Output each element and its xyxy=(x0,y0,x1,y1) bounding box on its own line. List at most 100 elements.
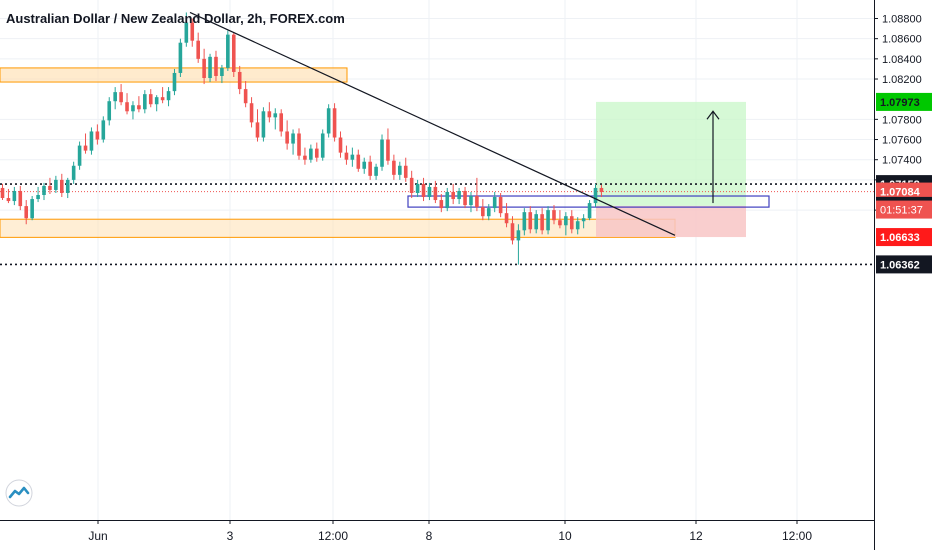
drawings xyxy=(189,11,720,236)
candle-body xyxy=(226,34,230,68)
candle-body xyxy=(498,197,503,214)
candle-body xyxy=(427,186,432,198)
candle-body xyxy=(285,131,289,144)
candle-body xyxy=(350,154,355,160)
candle-body xyxy=(445,191,450,209)
time-tick-label: 10 xyxy=(558,529,572,543)
candle-body xyxy=(593,187,598,204)
countdown-badge xyxy=(876,200,932,219)
candle-body xyxy=(314,148,319,158)
candle-body xyxy=(421,183,426,198)
candle-body xyxy=(457,190,461,200)
candle-body xyxy=(297,133,301,156)
price-labels: 1.079731.071581.070841.069421.066331.063… xyxy=(876,92,932,274)
candle-body xyxy=(291,133,295,144)
candle-body xyxy=(564,216,568,226)
candle-body xyxy=(243,89,248,104)
profit-zone xyxy=(596,101,746,206)
time-tick-label: 12:00 xyxy=(318,529,348,543)
candle-body xyxy=(267,111,272,118)
candle-body xyxy=(469,196,473,206)
candle-body xyxy=(575,221,580,230)
candle-body xyxy=(71,165,76,180)
candle-body xyxy=(208,56,212,79)
target-arrowhead xyxy=(706,110,720,120)
candles xyxy=(0,12,604,265)
candle-body xyxy=(24,206,29,219)
candle-body xyxy=(154,97,159,105)
candle-body xyxy=(77,145,82,166)
price-tick-label: 1.07400 xyxy=(882,155,922,167)
candle-body xyxy=(326,108,331,134)
candle-body xyxy=(486,208,491,217)
candle-body xyxy=(18,190,23,207)
candle-body xyxy=(540,214,544,231)
candle-body xyxy=(303,155,307,160)
time-tick-label: 8 xyxy=(426,529,433,543)
candle-body xyxy=(558,220,562,226)
candle-body xyxy=(599,187,604,192)
candle-body xyxy=(42,185,46,196)
candle-body xyxy=(249,103,254,123)
candle-body xyxy=(338,137,343,153)
candle-body xyxy=(65,179,70,193)
candle-body xyxy=(0,187,5,199)
candle-body xyxy=(569,216,574,230)
candle-body xyxy=(380,139,384,167)
candle-body xyxy=(237,71,242,90)
candle-body xyxy=(202,58,206,79)
candle-body xyxy=(184,22,189,43)
candle-body xyxy=(522,212,527,231)
candle-body xyxy=(273,113,278,118)
candle-body xyxy=(546,210,550,231)
candle-body xyxy=(137,105,141,110)
candle-body xyxy=(172,72,177,92)
price-label-level xyxy=(876,255,932,274)
candle-body xyxy=(534,214,538,230)
price-label-target xyxy=(876,92,932,111)
candle-body xyxy=(463,190,467,206)
candle-body xyxy=(30,199,34,219)
candle-body xyxy=(356,154,361,169)
candle-body xyxy=(279,113,284,132)
candle-body xyxy=(220,67,224,76)
candle-body xyxy=(392,160,396,175)
candle-body xyxy=(125,102,129,112)
candle-body xyxy=(178,42,183,73)
candle-body xyxy=(433,186,438,201)
loss-zone xyxy=(596,205,746,238)
candle-body xyxy=(255,122,260,138)
price-label-last xyxy=(876,182,932,201)
candle-body xyxy=(113,92,117,102)
time-tick-label: 12 xyxy=(689,529,703,543)
candle-body xyxy=(148,94,153,105)
price-tick-label: 1.08400 xyxy=(882,54,922,66)
candle-body xyxy=(492,197,497,209)
candle-body xyxy=(48,185,52,190)
candle-body xyxy=(101,120,106,140)
price-label-text: 1.07084 xyxy=(880,187,921,199)
candle-body xyxy=(261,111,266,138)
candle-body xyxy=(143,94,147,110)
candle-body xyxy=(386,139,390,161)
demand-zone xyxy=(0,218,676,238)
candle-body xyxy=(439,200,444,209)
candle-body xyxy=(309,148,313,160)
candle-body xyxy=(320,133,325,158)
candle-body xyxy=(587,203,592,219)
time-tick-label: Jun xyxy=(88,529,107,543)
candle-body xyxy=(581,218,586,222)
candle-body xyxy=(409,177,414,193)
candle-body xyxy=(160,97,165,101)
time-axis[interactable]: Jun 3 12:00 8 10 12 12:00 xyxy=(88,520,812,543)
tradingview-logo[interactable] xyxy=(5,479,33,507)
candle-body xyxy=(510,223,515,241)
price-tick-label: 1.08600 xyxy=(882,34,922,46)
candle-body xyxy=(54,179,58,190)
candle-body xyxy=(196,40,200,59)
candle-body xyxy=(60,179,64,193)
candle-body xyxy=(6,198,11,202)
candle-body xyxy=(481,207,485,217)
